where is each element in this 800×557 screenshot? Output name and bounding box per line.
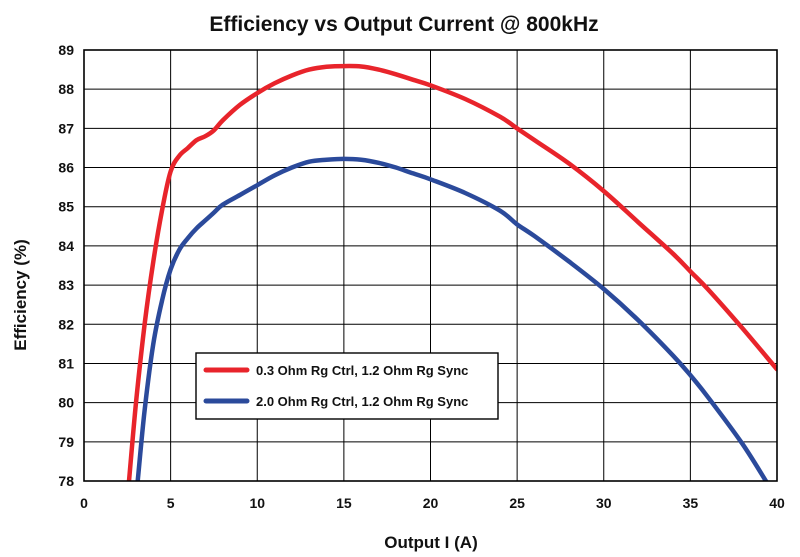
chart-title: Efficiency vs Output Current @ 800kHz [209, 13, 598, 36]
series-line-2 [135, 156, 769, 481]
x-tick-label-15: 15 [336, 495, 352, 511]
y-tick-label-81: 81 [58, 355, 74, 371]
y-tick-label-88: 88 [58, 81, 74, 97]
y-tick-label-87: 87 [58, 120, 74, 136]
x-tick-label-35: 35 [683, 495, 699, 511]
y-tick-label-84: 84 [58, 238, 74, 254]
y-tick-label-85: 85 [58, 199, 74, 215]
plot-frame [83, 49, 778, 482]
y-tick-label-80: 80 [58, 395, 74, 411]
series-line-1 [126, 63, 777, 481]
x-tick-label-0: 0 [80, 495, 88, 511]
x-tick-label-30: 30 [596, 495, 612, 511]
y-tick-label-79: 79 [58, 434, 74, 450]
x-axis-label: Output I (A) [384, 533, 477, 552]
legend: 0.3 Ohm Rg Ctrl, 1.2 Ohm Rg Sync 2.0 Ohm… [195, 352, 499, 420]
y-tick-label-83: 83 [58, 277, 74, 293]
x-tick-label-40: 40 [769, 495, 785, 511]
y-tick-label-78: 78 [58, 473, 74, 489]
y-tick-label-86: 86 [58, 160, 74, 176]
x-tick-labels: 0 5 10 15 20 25 30 35 40 [80, 495, 785, 511]
series-layer [126, 63, 777, 481]
x-tick-label-10: 10 [249, 495, 265, 511]
x-tick-label-5: 5 [167, 495, 175, 511]
y-tick-label-89: 89 [58, 42, 74, 58]
series-lines [126, 63, 777, 481]
legend-label-series-1: 0.3 Ohm Rg Ctrl, 1.2 Ohm Rg Sync [256, 363, 468, 378]
legend-label-series-2: 2.0 Ohm Rg Ctrl, 1.2 Ohm Rg Sync [256, 394, 468, 409]
y-tick-labels: 78 79 80 81 82 83 84 85 86 87 88 89 [58, 42, 74, 489]
x-tick-label-25: 25 [509, 495, 525, 511]
legend-box [195, 352, 499, 420]
y-tick-label-82: 82 [58, 316, 74, 332]
y-axis-label: Efficiency (%) [11, 239, 30, 350]
x-tick-label-20: 20 [423, 495, 439, 511]
